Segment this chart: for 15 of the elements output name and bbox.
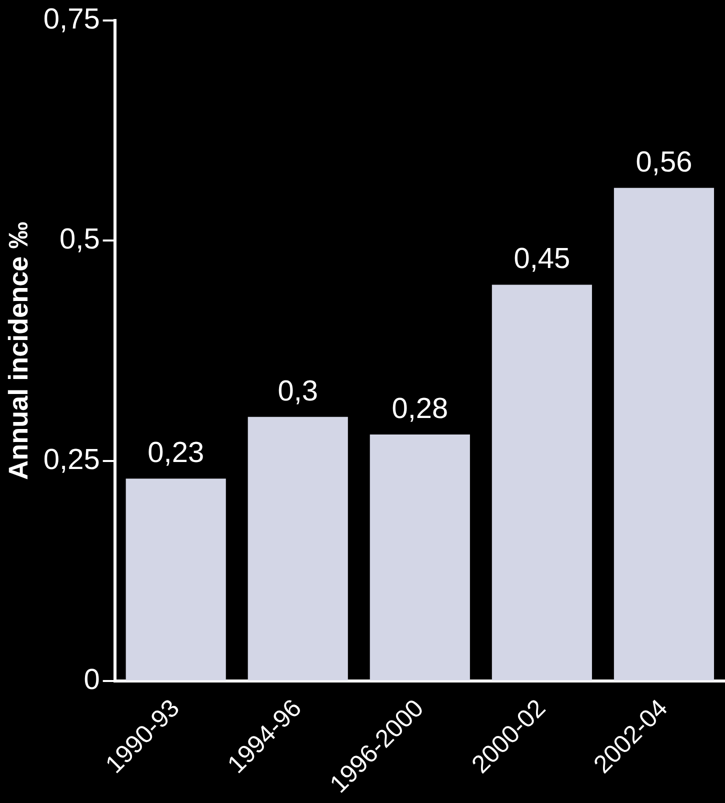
data-label: 0,45: [514, 243, 570, 276]
y-tick-label: 0,75: [43, 3, 100, 36]
y-tick-label: 0,5: [60, 224, 100, 256]
y-axis-title: Annual incidence ‰: [4, 222, 34, 480]
bar: [370, 434, 470, 680]
bar: [126, 478, 226, 680]
y-tick-label: 0,25: [43, 444, 100, 476]
bar: [492, 284, 592, 680]
bar: [614, 188, 714, 680]
data-label: 0,23: [148, 437, 204, 470]
data-label: 0,56: [636, 146, 692, 178]
data-label: 0,28: [392, 393, 448, 426]
data-label: 0,3: [278, 375, 318, 408]
bar: [248, 416, 348, 680]
y-tick-label: 0: [84, 664, 100, 696]
